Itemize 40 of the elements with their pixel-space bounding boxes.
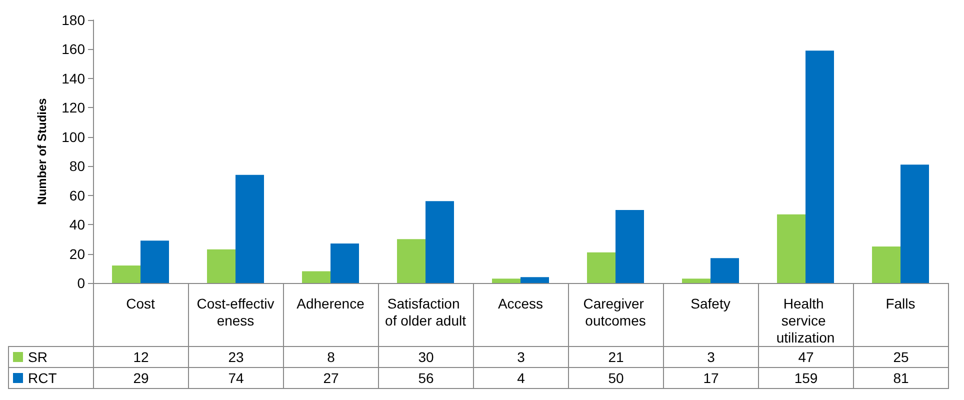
y-tick-label: 60 xyxy=(69,187,86,204)
y-tick-label: 140 xyxy=(62,70,86,86)
data-label: 12 xyxy=(94,346,188,368)
data-label: 47 xyxy=(758,346,854,368)
data-label: 30 xyxy=(378,346,474,368)
data-label: 25 xyxy=(854,346,948,368)
x-tick-label: Satisfaction of older adult xyxy=(385,296,466,328)
data-label: 21 xyxy=(568,346,664,368)
y-tick-label: 180 xyxy=(62,12,86,28)
legend-label: RCT xyxy=(28,370,57,386)
x-tick-label: Caregiver outcomes xyxy=(583,296,648,328)
data-label: 50 xyxy=(568,368,664,388)
data-label: 81 xyxy=(854,368,948,388)
y-axis-title: Number of Studies xyxy=(35,98,49,205)
y-tick-label: 20 xyxy=(69,246,86,262)
x-tick-label: Health service utilization xyxy=(776,296,835,346)
x-tick-label: Access xyxy=(498,296,544,312)
data-label: 17 xyxy=(664,368,758,388)
x-tick-label: Safety xyxy=(690,296,730,312)
y-tick-label: 100 xyxy=(62,128,86,145)
data-label: 27 xyxy=(284,368,378,388)
data-label: 8 xyxy=(284,346,378,368)
y-tick-label: 40 xyxy=(69,216,86,233)
x-tick-label: Cost-effectiveness xyxy=(196,296,274,328)
data-label: 74 xyxy=(188,368,284,388)
data-label: 3 xyxy=(664,346,758,368)
data-label: 3 xyxy=(474,346,568,368)
data-label: 23 xyxy=(188,346,284,368)
data-label: 159 xyxy=(758,368,854,388)
x-tick-label: Adherence xyxy=(296,296,365,312)
data-label: 56 xyxy=(378,368,474,388)
data-label: 4 xyxy=(474,368,568,388)
y-tick-label: 160 xyxy=(62,41,86,58)
y-tick-label: 0 xyxy=(77,275,86,291)
y-tick-label: 120 xyxy=(62,100,86,116)
y-tick-label: 80 xyxy=(69,158,86,174)
data-label: 29 xyxy=(94,368,188,388)
x-tick-label: Falls xyxy=(886,296,916,312)
legend-label: SR xyxy=(28,349,48,365)
x-tick-label: Cost xyxy=(126,296,155,312)
